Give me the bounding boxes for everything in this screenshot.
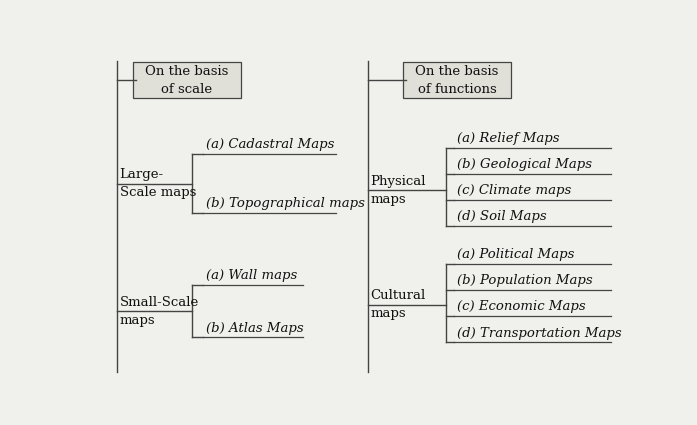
Text: Small-Scale
maps: Small-Scale maps bbox=[120, 296, 199, 327]
Text: Physical
maps: Physical maps bbox=[371, 175, 427, 206]
Text: Large-
Scale maps: Large- Scale maps bbox=[120, 168, 196, 199]
Text: (b) Population Maps: (b) Population Maps bbox=[457, 274, 592, 287]
Text: Cultural
maps: Cultural maps bbox=[371, 289, 426, 320]
Text: (d) Transportation Maps: (d) Transportation Maps bbox=[457, 327, 622, 340]
Text: (b) Atlas Maps: (b) Atlas Maps bbox=[206, 322, 304, 335]
Text: (c) Climate maps: (c) Climate maps bbox=[457, 184, 572, 197]
Text: (a) Relief Maps: (a) Relief Maps bbox=[457, 132, 560, 145]
FancyBboxPatch shape bbox=[403, 62, 511, 99]
Text: (a) Wall maps: (a) Wall maps bbox=[206, 269, 297, 282]
Text: (b) Geological Maps: (b) Geological Maps bbox=[457, 158, 592, 171]
FancyBboxPatch shape bbox=[133, 62, 241, 99]
Text: (d) Soil Maps: (d) Soil Maps bbox=[457, 210, 546, 224]
Text: On the basis
of scale: On the basis of scale bbox=[146, 65, 229, 96]
Text: (a) Political Maps: (a) Political Maps bbox=[457, 248, 574, 261]
Text: On the basis
of functions: On the basis of functions bbox=[415, 65, 499, 96]
Text: (b) Topographical maps: (b) Topographical maps bbox=[206, 197, 365, 210]
Text: (c) Economic Maps: (c) Economic Maps bbox=[457, 300, 585, 314]
Text: (a) Cadastral Maps: (a) Cadastral Maps bbox=[206, 139, 335, 151]
